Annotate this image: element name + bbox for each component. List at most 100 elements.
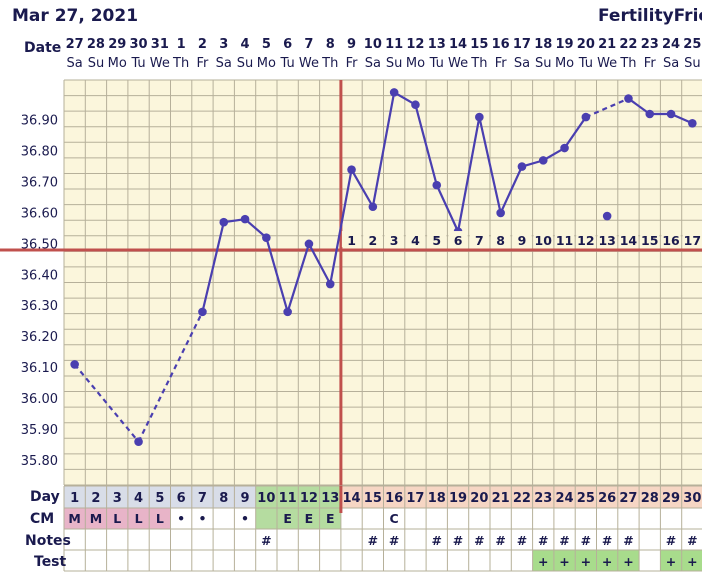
temperature-series (0, 80, 702, 513)
notes-cell (511, 529, 533, 550)
cm-cell (298, 508, 320, 529)
test-cell (532, 550, 554, 571)
cm-cell (85, 508, 107, 529)
cm-cell (639, 508, 661, 529)
day-cell (490, 486, 512, 508)
weekday-label: Tu (578, 56, 593, 71)
y-tick-label: 36.40 (21, 268, 58, 283)
test-cell (639, 550, 661, 571)
notes-cell (362, 529, 384, 550)
notes-cell (213, 529, 235, 550)
temperature-point (70, 360, 79, 369)
day-cell (149, 486, 171, 508)
cycle-day-label: 24 (556, 491, 574, 506)
cm-value: L (156, 511, 164, 526)
test-row-label: Test (34, 554, 67, 570)
test-cell (681, 550, 702, 571)
cm-cell (383, 508, 405, 529)
temperature-point (666, 109, 676, 119)
notes-cell (575, 529, 597, 550)
cycle-day-label: 4 (134, 491, 143, 506)
cm-value: • (198, 511, 206, 526)
temperature-point (475, 112, 484, 122)
test-cell (404, 550, 427, 571)
luteal-day-label: 3 (390, 233, 399, 248)
temperature-point (645, 109, 655, 119)
notes-value: # (368, 533, 378, 548)
weekday-label: We (299, 56, 319, 71)
notes-cell (426, 529, 448, 550)
cycle-day-label: 20 (470, 491, 488, 506)
test-value: + (581, 554, 591, 569)
luteal-label-bg (384, 231, 404, 248)
cm-cell (490, 508, 512, 529)
test-cell (447, 550, 469, 571)
weekday-label: Sa (514, 56, 530, 71)
cycle-day-label: 9 (241, 491, 250, 506)
weekday-label: Fr (644, 56, 657, 71)
cm-value: L (135, 511, 143, 526)
notes-cell (277, 529, 299, 550)
cycle-day-label: 17 (406, 491, 424, 506)
date-row-label: Date (24, 40, 61, 56)
weekday-label: Th (470, 56, 487, 71)
temperature-point (581, 112, 591, 122)
cm-value: E (326, 511, 335, 526)
luteal-day-label: 5 (432, 233, 441, 248)
cm-cell (191, 508, 214, 529)
luteal-label-bg (554, 231, 575, 248)
cycle-day-label: 2 (91, 491, 100, 506)
test-cell (511, 550, 533, 571)
test-cell (127, 550, 150, 571)
day-cell (170, 486, 192, 508)
cycle-day-label: 23 (534, 491, 552, 506)
test-value: + (623, 554, 633, 569)
temperature-point (602, 211, 612, 221)
weekday-label: Th (619, 56, 636, 71)
cm-value: C (390, 511, 399, 526)
test-cell (490, 550, 512, 571)
weekday-label: We (448, 56, 468, 71)
temperature-point (517, 162, 527, 171)
test-cell (106, 550, 128, 571)
luteal-label-bg (491, 231, 511, 248)
date-label: 1 (177, 37, 186, 52)
luteal-day-label: 8 (496, 233, 505, 248)
luteal-label-bg (533, 231, 553, 248)
y-tick-label: 35.80 (21, 454, 58, 469)
day-cell (639, 486, 661, 508)
day-cell (255, 486, 277, 508)
luteal-label-bg (512, 231, 532, 248)
luteal-day-label: 7 (475, 233, 484, 248)
weekday-label: We (150, 56, 170, 71)
temperature-point (283, 307, 292, 317)
luteal-label-bg (448, 231, 468, 248)
date-label: 11 (385, 37, 403, 52)
cm-cell (596, 508, 618, 529)
cm-cell (106, 508, 128, 529)
temperature-line (73, 363, 140, 443)
day-cell (404, 486, 427, 508)
cm-cell (149, 508, 171, 529)
notes-cell (170, 529, 192, 550)
date-label: 22 (619, 37, 637, 52)
test-cell (149, 550, 171, 571)
date-label: 8 (326, 37, 335, 52)
weekday-label: Fr (495, 56, 508, 71)
date-label: 29 (108, 37, 126, 52)
weekday-label: Fr (346, 56, 359, 71)
test-cell (298, 550, 320, 571)
date-label: 6 (283, 37, 292, 52)
luteal-day-label: 4 (411, 233, 420, 248)
y-tick-label: 36.70 (21, 176, 58, 191)
temperature-line (627, 97, 693, 125)
test-cell (575, 550, 597, 571)
notes-value: # (453, 533, 463, 548)
weekday-label: Sa (663, 56, 679, 71)
cycle-day-label: 6 (177, 491, 186, 506)
cm-cell (234, 508, 256, 529)
cm-cell (660, 508, 682, 529)
notes-cell (553, 529, 576, 550)
notes-cell (660, 529, 682, 550)
cm-value: E (283, 511, 292, 526)
